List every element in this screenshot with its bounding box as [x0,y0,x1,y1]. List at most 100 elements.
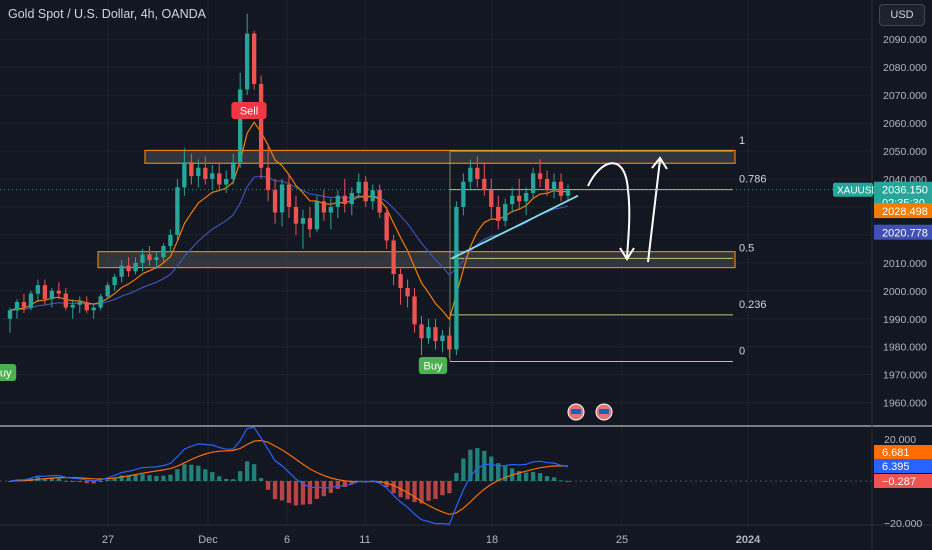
macd-histogram-bar [461,458,466,481]
sell-signal-badge [231,102,267,119]
candle-body [510,195,515,205]
macd-histogram-bar [126,475,131,481]
candle-body [105,285,110,297]
macd-histogram-bar [182,464,187,481]
candle-body [42,285,48,300]
macd-histogram-bar [530,471,536,481]
candle-body [489,190,494,207]
candle-body [503,204,508,221]
support-resistance-zone [97,251,736,269]
candle-body [98,296,103,308]
price-tick-label: 2080.000 [883,62,927,74]
macd-histogram-bar [537,473,543,481]
macd-histogram-bar [210,472,215,481]
macd-histogram-bar [265,481,271,490]
candle-body [468,167,473,182]
arrow-head-up [651,156,668,170]
macd-histogram-bar [105,479,110,481]
price-tick-label: 2000.000 [883,286,927,298]
fast-ma-value: 2028.498 [882,206,928,218]
macd-histogram-bar [154,475,159,481]
macd-histogram-bar [517,471,522,481]
macd-histogram-bar [42,478,48,481]
time-tick-label: 25 [616,534,628,546]
slow-ma-tag [874,224,932,240]
macd-histogram-bar [314,481,320,499]
signal-value: 6.681 [882,447,910,459]
currency-button[interactable]: USD [879,4,925,26]
candle-body [224,178,229,185]
candle-body [286,184,292,207]
macd-histogram-bar [293,481,299,506]
candle-body [454,206,459,350]
candle-body [265,167,271,191]
candle-body [517,195,522,202]
macd-histogram-bar [161,475,166,481]
macd-histogram-bar [49,477,55,481]
macd-histogram-bar [342,481,347,488]
hist-value: −0.287 [882,476,916,488]
buy-signal-label: Buy [424,361,443,373]
macd-histogram-bar [238,471,243,481]
candle-body [321,201,327,213]
macd-value: 6.395 [882,461,910,473]
macd-histogram-bar [523,472,529,481]
macd-histogram-bar [349,481,354,485]
macd-histogram-bar [196,465,201,481]
price-tick-label: 2050.000 [883,146,927,158]
candle-body [426,327,431,339]
candle-body [258,83,264,168]
last-price-value: 2036.150 [882,185,928,197]
candle-body [461,181,466,207]
macd-histogram-bar [147,475,152,481]
candle-body [440,335,445,342]
macd-histogram-bar [286,481,292,504]
candle-body [279,184,285,213]
candle-body [398,274,403,288]
macd-histogram-bar [447,481,452,494]
candle-body [272,190,278,213]
macd-histogram-bar [544,476,550,481]
price-tick-label: 2060.000 [883,118,927,130]
macd-histogram-bar [489,456,494,481]
buy-signal-badge [418,357,448,374]
candle-body [349,192,354,205]
flag-stripe-icon [571,409,581,414]
candle-body [91,307,96,311]
candle-body [238,89,243,163]
candle-body [196,167,201,177]
macd-histogram-bar [412,481,417,503]
candle-body [405,287,410,297]
macd-histogram-bar [272,481,278,500]
fib-level-label: 1 [739,135,745,147]
macd-histogram-bar [175,469,180,481]
candle-body [370,190,375,202]
time-tick-label: 2024 [736,534,761,546]
price-tick-label: 2070.000 [883,90,927,102]
macd-histogram-bar [56,478,61,481]
fib-level-label: 0.786 [739,174,767,186]
candle-body [530,173,536,193]
macd-histogram-bar [328,481,334,493]
candle-body [475,167,480,179]
time-tick-label: 18 [486,534,498,546]
macd-value-tag [874,459,932,473]
candle-body [133,262,138,272]
macd-histogram-bar [454,472,459,481]
candle-body [314,201,320,230]
candle-body [523,192,529,202]
macd-line [9,426,569,525]
macd-histogram-bar [335,481,340,489]
candle-body [7,310,13,319]
candle-body [391,240,396,275]
candle-body [307,218,313,230]
macd-histogram-bar [91,481,96,484]
buy-signal-badge [0,364,17,381]
time-tick-label: 27 [102,534,114,546]
macd-histogram-bar [133,474,138,481]
candle-body [251,33,257,84]
macd-histogram-bar [384,481,389,488]
candle-body [496,206,501,221]
candle-body [565,190,571,196]
